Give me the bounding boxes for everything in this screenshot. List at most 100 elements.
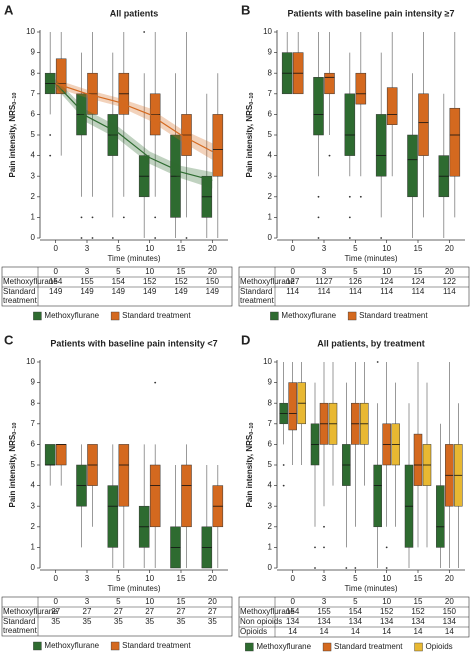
y-tick-label: 10 [263,357,272,366]
legend-label: Standard treatment [334,642,403,651]
row-label: Opioids [240,627,267,636]
box [355,72,367,105]
x-tick-label: 15 [177,244,186,253]
table-border [1,266,233,307]
outlier [345,567,348,569]
row-label-line: treatment [3,626,38,635]
x-tick-label: 5 [353,574,358,583]
x-axis-label: Time (minutes) [344,254,397,263]
outlier [91,237,94,239]
box [55,58,67,95]
x-tick-label: 15 [414,574,423,583]
legend-swatch [347,311,357,321]
y-tick-label: 6 [268,440,273,449]
table-cell: 114 [349,287,362,296]
fit-band [55,79,213,160]
box [212,114,224,177]
x-tick-label: 10 [382,574,391,583]
outlier [385,567,388,569]
x-tick-label: 5 [116,244,121,253]
y-tick-label: 8 [268,398,273,407]
y-tick-label: 3 [31,171,36,180]
y-tick-label: 7 [31,419,36,428]
outlier [385,546,388,549]
y-tick-label: 2 [31,192,36,201]
y-tick-label: 1 [31,213,36,222]
chart-title: All patients [110,8,159,18]
table-cell: 149 [112,287,126,296]
table-cell: 27 [83,607,92,616]
x-tick-label: 3 [322,574,327,583]
table-cell: 14 [320,627,329,636]
table-cell: 154 [49,277,63,286]
legend-swatch [245,642,254,652]
y-tick-label: 1 [268,213,273,222]
y-axis-label-sub: 0–10 [249,422,255,434]
legend-swatch [33,641,42,651]
table-cell: 149 [143,287,157,296]
y-axis-label-sub: 0–10 [249,92,255,104]
table-header: 10 [145,267,154,276]
outlier [348,237,351,239]
table-header: 5 [353,597,358,606]
box [449,107,461,177]
table-cell: 124 [380,277,394,286]
box [386,87,398,125]
y-tick-label: 3 [268,501,273,510]
x-tick-label: 5 [353,244,358,253]
y-tick-label: 10 [26,27,35,36]
table-cell: 152 [174,277,188,286]
outlier [154,237,157,239]
table-header: 3 [85,267,90,276]
outlier [111,237,114,239]
y-tick-label: 10 [263,27,272,36]
table-cell: 14 [382,627,391,636]
x-axis-label: Time (minutes) [107,254,160,263]
x-tick-label: 5 [116,574,121,583]
y-tick-label: 8 [268,68,273,77]
table-header: 3 [322,267,327,276]
row-label: Standard treatment [3,287,38,305]
outlier [354,567,357,569]
table-cell: 27 [51,607,60,616]
box [418,93,429,156]
x-tick-label: 3 [85,574,90,583]
row-label: Non opioids [240,617,282,626]
y-tick-label: 10 [26,357,35,366]
table-cell: 35 [145,617,154,626]
table-header: 15 [414,597,423,606]
outlier [91,216,94,219]
table-cell: 134 [286,617,300,626]
y-tick-label: 1 [31,543,36,552]
y-tick-label: 5 [268,130,273,139]
y-tick-label: 2 [268,522,273,531]
table-cell: 114 [443,287,456,296]
table-cell: 27 [177,607,186,616]
table-cell: 134 [380,617,394,626]
outlier [154,381,157,384]
table-header: 5 [116,597,121,606]
x-tick-label: 20 [208,244,217,253]
y-tick-label: 4 [268,481,273,490]
x-tick-label: 3 [322,244,327,253]
legend-label: Standard treatment [122,311,191,320]
outlier [143,31,146,33]
y-tick-label: 4 [31,151,36,160]
y-tick-label: 9 [268,48,273,57]
outlier [185,237,188,239]
table-cell: 154 [286,607,300,616]
box [107,485,119,548]
box [413,433,423,486]
y-axis-label: Pain intensity, NRS0–10 [8,422,18,507]
table-cell: 152 [411,607,425,616]
x-tick-label: 3 [85,244,90,253]
x-tick-label: 20 [208,574,217,583]
legend-swatch [110,641,120,651]
legend-label: Standard treatment [122,641,191,650]
table-header: 10 [145,597,154,606]
y-tick-label: 1 [268,543,273,552]
outlier [317,237,320,239]
table-cell: 14 [445,627,454,636]
row-label-line: Standard [3,287,35,296]
outlier [282,484,285,487]
